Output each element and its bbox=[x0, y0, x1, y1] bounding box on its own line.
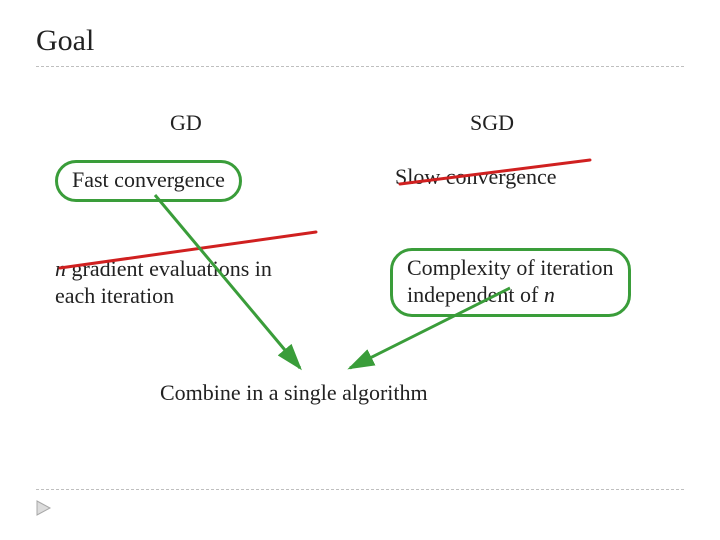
bottom-rule bbox=[36, 489, 684, 490]
sgd-complexity-text: Complexity of iteration independent of bbox=[407, 255, 614, 306]
gd-fast-pill: Fast convergence bbox=[55, 160, 242, 202]
combine-text: Combine in a single algorithm bbox=[160, 380, 428, 406]
gd-n-gradient-text: gradient evaluations in each iteration bbox=[55, 256, 272, 307]
sgd-complexity-n: n bbox=[544, 282, 555, 307]
sgd-complexity-pill: Complexity of iteration independent of n bbox=[390, 248, 631, 317]
gd-fast-convergence: Fast convergence bbox=[55, 160, 242, 202]
col-header-sgd: SGD bbox=[470, 110, 514, 136]
col-header-gd: GD bbox=[170, 110, 202, 136]
gd-n-gradient-n: n bbox=[55, 256, 66, 281]
slide-title: Goal bbox=[36, 24, 684, 58]
gd-n-gradient: n gradient evaluations in each iteration bbox=[55, 230, 272, 309]
title-rule bbox=[36, 66, 684, 67]
sgd-complexity: Complexity of iteration independent of n bbox=[390, 222, 631, 317]
play-icon bbox=[36, 500, 52, 516]
sgd-slow-convergence: Slow convergence bbox=[395, 164, 557, 190]
